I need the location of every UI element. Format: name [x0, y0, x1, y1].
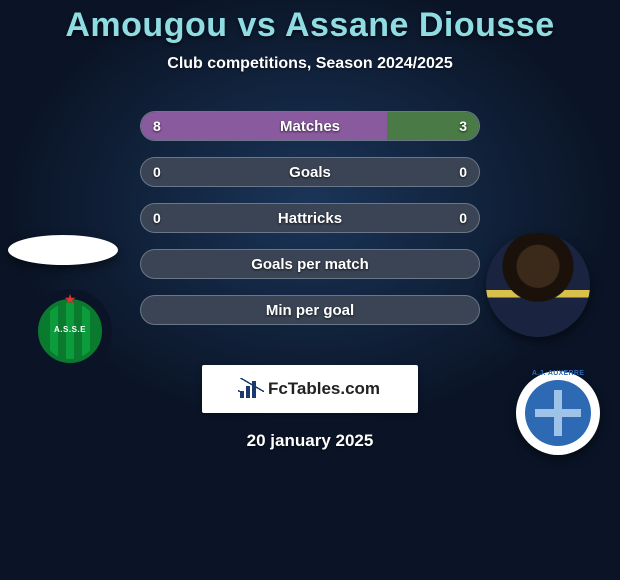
- stat-row: Goals per match: [140, 249, 480, 279]
- content-root: Amougou vs Assane Diousse Club competiti…: [0, 0, 620, 580]
- cross-icon: [535, 390, 581, 436]
- watermark-text: FcTables.com: [268, 379, 380, 399]
- stat-row: 00Hattricks: [140, 203, 480, 233]
- auxerre-badge-icon: [525, 380, 591, 446]
- stat-label: Matches: [141, 112, 479, 140]
- asse-badge-icon: ★: [38, 299, 102, 363]
- stat-label: Hattricks: [141, 204, 479, 232]
- watermark: FcTables.com: [202, 365, 418, 413]
- stat-row: 00Goals: [140, 157, 480, 187]
- stat-label: Goals per match: [141, 250, 479, 278]
- star-icon: ★: [64, 291, 77, 308]
- club-badge-right: [516, 371, 600, 455]
- stat-row: 83Matches: [140, 111, 480, 141]
- comparison-block: 83Matches 00Goals 00Hattricks Goals per mat…: [0, 111, 620, 351]
- stat-label: Min per goal: [141, 296, 479, 324]
- player-photo-right: [486, 233, 590, 337]
- barchart-icon: [240, 380, 262, 398]
- stat-row: Min per goal: [140, 295, 480, 325]
- player-photo-left: [8, 235, 118, 265]
- page-subtitle: Club competitions, Season 2024/2025: [0, 55, 620, 73]
- stat-bars: 83Matches 00Goals 00Hattricks Goals per mat…: [140, 111, 480, 341]
- stat-label: Goals: [141, 158, 479, 186]
- club-badge-left: ★: [28, 289, 112, 373]
- page-title: Amougou vs Assane Diousse: [0, 6, 620, 45]
